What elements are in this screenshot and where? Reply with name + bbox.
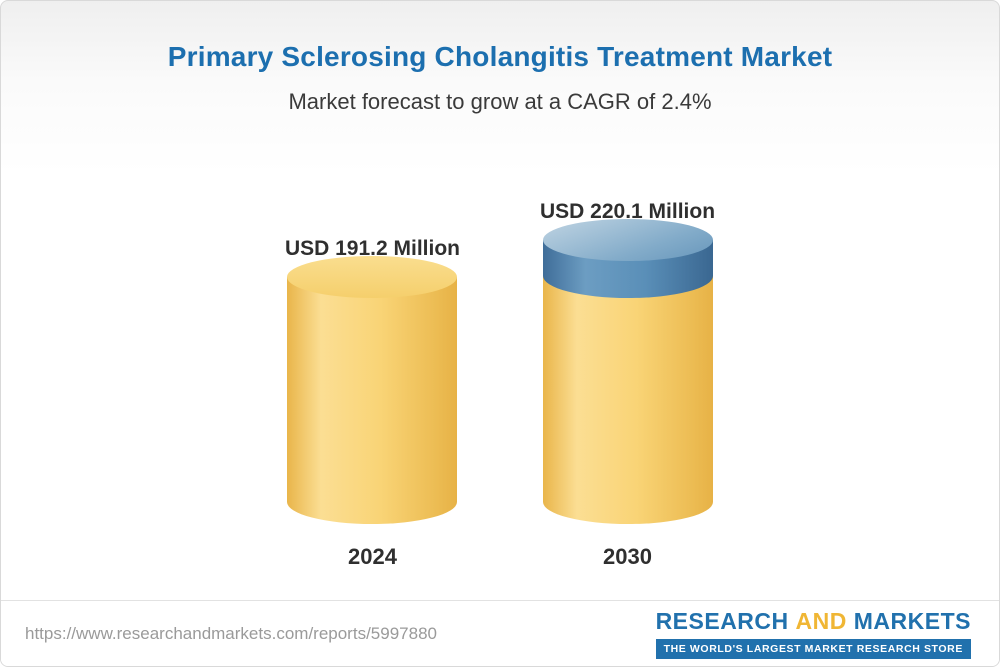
- bar-2030: [542, 219, 713, 524]
- year-label-2030: 2030: [603, 544, 652, 569]
- footer: https://www.researchandmarkets.com/repor…: [1, 600, 999, 666]
- bar-group-2030: USD 220.1 Million 2030: [540, 200, 715, 570]
- report-url-link[interactable]: https://www.researchandmarkets.com/repor…: [25, 623, 437, 643]
- page-subtitle: Market forecast to grow at a CAGR of 2.4…: [288, 89, 712, 114]
- logo-wordmark: RESEARCH AND MARKETS: [656, 608, 971, 635]
- bar-2024-top-ellipse: [287, 256, 458, 298]
- bar-2024: [287, 256, 458, 524]
- logo-word-research: RESEARCH: [655, 608, 789, 634]
- researchandmarkets-logo: RESEARCH AND MARKETS THE WORLD'S LARGEST…: [655, 608, 971, 659]
- chart-header: Primary Sclerosing Cholangitis Treatment…: [1, 1, 999, 115]
- bar-chart: USD 191.2 Million 2024 USD 220.1 Million…: [1, 200, 999, 570]
- logo-word-markets: MARKETS: [853, 608, 971, 634]
- value-label-2024: USD 191.2 Million: [284, 237, 460, 260]
- bar-2030-top-ellipse: [542, 219, 713, 261]
- year-label-2024: 2024: [348, 544, 397, 569]
- logo-word-and: AND: [795, 608, 847, 634]
- value-label-2030: USD 220.1 Million: [540, 200, 716, 223]
- bar-group-2024: USD 191.2 Million 2024: [285, 237, 460, 570]
- bar-2024-body: [287, 277, 458, 524]
- logo-tagline: THE WORLD'S LARGEST MARKET RESEARCH STOR…: [655, 639, 971, 659]
- page-title: Primary Sclerosing Cholangitis Treatment…: [167, 41, 833, 72]
